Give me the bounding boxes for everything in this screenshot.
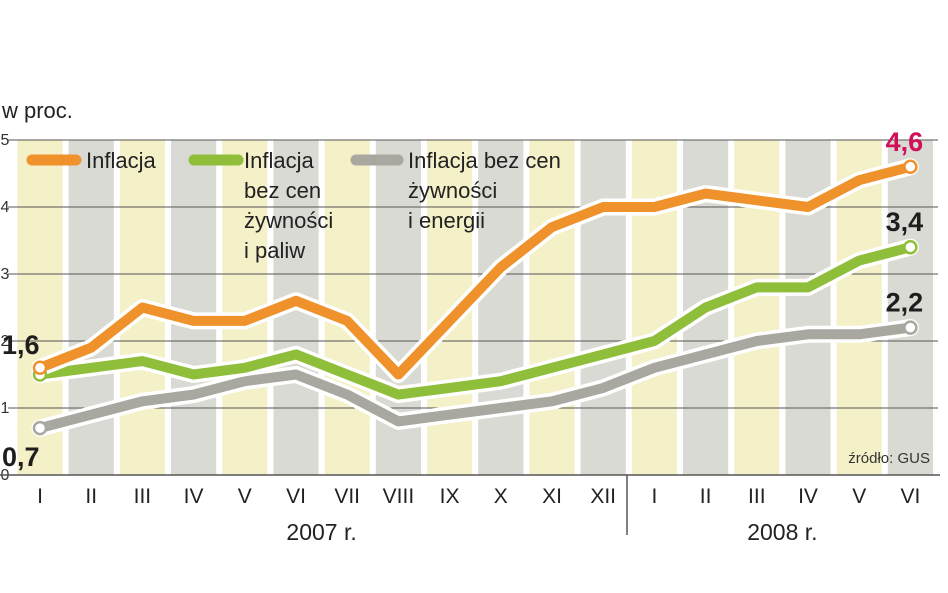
x-tick-label: XII — [590, 485, 616, 508]
x-tick-label: VII — [334, 485, 360, 508]
legend: Inflacja Inflacja bez cen żywności i paliw In… — [26, 148, 561, 263]
value-annotation: 0,7 — [2, 442, 40, 472]
legend-label: i energii — [408, 208, 485, 233]
series-endpoint — [903, 159, 918, 175]
x-tick-label: VI — [900, 485, 920, 508]
series-line — [35, 161, 916, 380]
x-tick-label: XI — [542, 485, 562, 508]
legend-label: Inflacja bez cen — [408, 148, 561, 173]
y-axis-ticks: 012345 — [1, 132, 10, 484]
background-column — [529, 140, 575, 475]
legend-label: Inflacja — [86, 148, 156, 173]
x-tick-label: II — [700, 485, 712, 508]
source-label: źródło: GUS — [848, 450, 930, 467]
year-group-label: 2007 r. — [286, 519, 356, 545]
series-points — [32, 159, 918, 436]
value-annotation: 3,4 — [886, 207, 924, 237]
background-column — [631, 140, 677, 475]
y-tick-label: 5 — [1, 132, 10, 149]
x-tick-label: VIII — [383, 485, 415, 508]
background-column — [580, 140, 626, 475]
x-tick-label: III — [748, 485, 766, 508]
background-column — [478, 140, 524, 475]
series-endpoint — [903, 320, 918, 335]
x-tick-label: V — [238, 485, 252, 508]
y-tick-label: 1 — [1, 400, 10, 417]
value-annotation: 1,6 — [2, 330, 40, 360]
y-axis-unit-label: w proc. — [1, 98, 73, 123]
background-column — [171, 140, 217, 475]
x-tick-label: II — [85, 485, 97, 508]
y-tick-label: 3 — [1, 266, 10, 283]
x-tick-label: IV — [184, 485, 204, 508]
x-tick-label: III — [134, 485, 152, 508]
series-endpoint — [32, 360, 48, 376]
series-endpoint — [903, 239, 918, 255]
series-endpoint — [32, 420, 48, 436]
legend-label: bez cen — [244, 178, 321, 203]
x-tick-label: V — [852, 485, 866, 508]
x-axis-ticks: I II III IV V VI VII VIII IX X XI XII I II III IV V VI200… — [37, 485, 920, 545]
series-line — [35, 242, 916, 400]
background-column — [887, 140, 933, 475]
legend-label: żywności — [408, 178, 497, 203]
series-line — [35, 322, 916, 434]
x-tick-label: IV — [798, 485, 818, 508]
legend-label: i paliw — [244, 238, 305, 263]
legend-label: żywności — [244, 208, 333, 233]
legend-label: Inflacja — [244, 148, 314, 173]
value-annotation: 2,2 — [886, 288, 924, 318]
x-tick-label: IX — [440, 485, 460, 508]
x-tick-label: I — [37, 485, 43, 508]
x-tick-label: X — [494, 485, 508, 508]
x-tick-label: VI — [286, 485, 306, 508]
y-tick-label: 4 — [1, 199, 10, 216]
value-annotations: 1,6 0,7 4,6 3,4 2,2 — [2, 127, 923, 472]
series-lines — [31, 158, 919, 437]
year-group-label: 2008 r. — [747, 519, 817, 545]
y-tick-label: 2 — [1, 333, 10, 350]
x-tick-label: I — [651, 485, 657, 508]
value-annotation: 4,6 — [886, 127, 924, 157]
